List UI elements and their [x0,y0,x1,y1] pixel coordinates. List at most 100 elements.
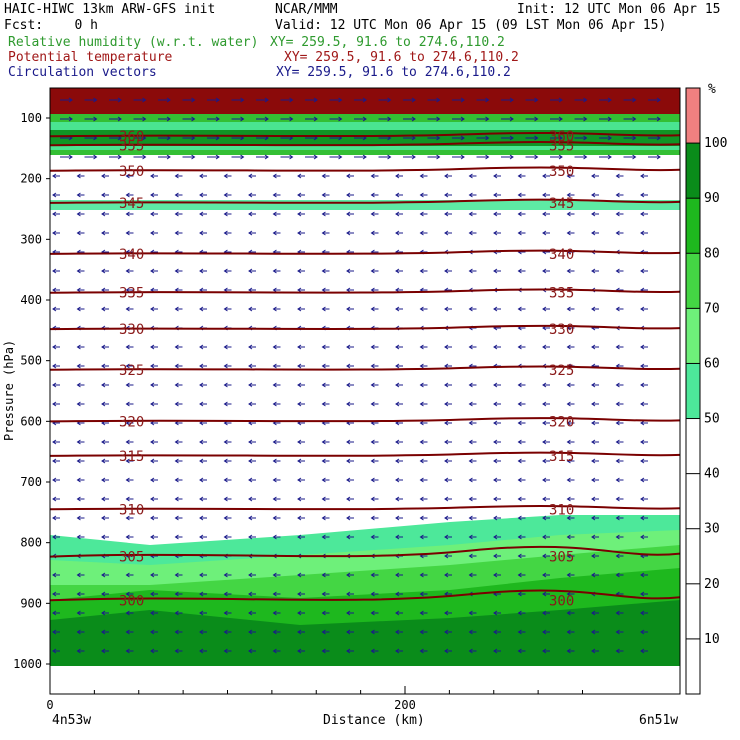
wind-vector-head [52,211,57,217]
wind-vector-head [395,211,400,217]
wind-vector-head [640,344,645,350]
colorbar-tick-label: 100 [704,136,727,151]
wind-vector-head [223,458,228,464]
wind-vector-head [297,363,302,369]
wind-vector-head [583,154,588,160]
wind-vector-head [444,268,449,274]
wind-vector-head [419,515,424,521]
wind-vector-head [534,116,539,122]
wind-vector-head [272,458,277,464]
wind-vector-head [436,135,441,141]
wind-vector-head [150,211,155,217]
wind-vector-head [68,97,73,103]
wind-vector-head [419,629,424,635]
wind-vector-head [150,648,155,654]
wind-vector-head [52,382,57,388]
wind-vector-head [370,344,375,350]
wind-vector-head [517,230,522,236]
wind-vector-head [76,192,81,198]
wind-vector-head [240,97,245,103]
theta-contour-label: 305 [549,550,574,566]
wind-vector-head [370,496,375,502]
wind-vector-head [52,173,57,179]
wind-vector-head [591,572,596,578]
x-right-endpoint: 6n51w [639,713,678,728]
wind-vector-head [615,515,620,521]
wind-vector-head [542,230,547,236]
wind-vector-head [468,610,473,616]
wind-vector-head [395,496,400,502]
wind-vector-head [248,534,253,540]
wind-vector-head [321,629,326,635]
wind-vector-head [493,553,498,559]
wind-vector-head [419,192,424,198]
wind-vector-head [542,648,547,654]
wind-vector-head [436,97,441,103]
wind-vector-head [272,192,277,198]
wind-vector-head [248,268,253,274]
wind-vector-head [395,173,400,179]
wind-vector-head [125,401,130,407]
wind-vector-head [272,230,277,236]
wind-vector-head [297,287,302,293]
wind-vector-head [640,591,645,597]
wind-vector-head [419,363,424,369]
wind-vector-head [566,496,571,502]
wind-vector-head [615,648,620,654]
wind-vector-head [370,382,375,388]
theta-contour-label: 330 [549,322,574,338]
wind-vector-head [174,477,179,483]
wind-vector-head [591,534,596,540]
wind-vector-head [248,477,253,483]
theta-contour-label: 330 [119,322,144,338]
wind-vector-head [313,154,318,160]
theta-contour-label: 355 [119,138,144,154]
wind-vector-head [248,648,253,654]
wind-vector-head [76,477,81,483]
wind-vector-head [517,344,522,350]
wind-vector-head [321,306,326,312]
wind-vector-head [615,629,620,635]
wind-vector-head [370,192,375,198]
wind-vector-head [125,534,130,540]
wind-vector-head [542,344,547,350]
wind-vector-head [223,306,228,312]
wind-vector-head [468,401,473,407]
wind-vector-head [444,420,449,426]
wind-vector-head [52,287,57,293]
y-tick-label: 100 [20,111,42,125]
x-tick-label: 200 [394,698,416,712]
wind-vector-head [542,591,547,597]
wind-vector-head [52,477,57,483]
wind-vector-head [150,629,155,635]
wind-vector-head [493,629,498,635]
wind-vector-head [166,135,171,141]
wind-vector-head [640,230,645,236]
wind-vector-head [419,230,424,236]
wind-vector-head [591,211,596,217]
wind-vector-head [591,458,596,464]
wind-vector-head [101,439,106,445]
wind-vector-head [52,629,57,635]
wind-vector-head [174,401,179,407]
wind-vector-head [566,553,571,559]
wind-vector-head [444,306,449,312]
wind-vector-head [468,211,473,217]
wind-vector-head [468,382,473,388]
wind-vector-head [395,458,400,464]
wind-vector-head [199,458,204,464]
wind-vector-head [223,268,228,274]
theta-contour-label: 350 [549,164,574,180]
wind-vector-head [297,173,302,179]
wind-vector-head [125,439,130,445]
wind-vector-head [395,344,400,350]
wind-vector-head [468,477,473,483]
wind-vector-head [297,458,302,464]
wind-vector-head [52,306,57,312]
wind-vector-head [150,458,155,464]
wind-vector-head [76,173,81,179]
wind-vector-head [52,344,57,350]
theta-contour-label: 350 [119,164,144,180]
wind-vector-head [101,610,106,616]
wind-vector-head [419,648,424,654]
